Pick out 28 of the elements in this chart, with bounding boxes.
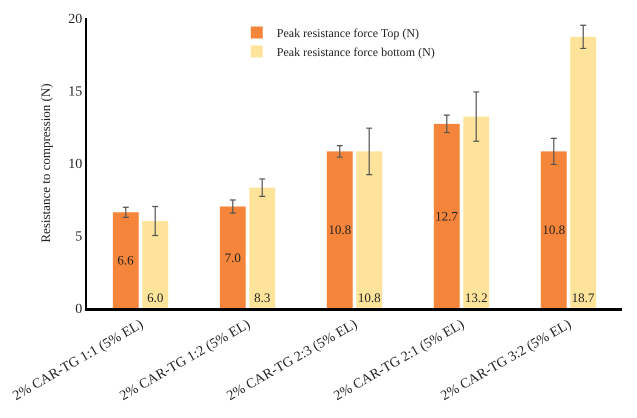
y-tick-label: 10 <box>68 156 82 172</box>
data-label: 7.0 <box>224 250 241 265</box>
data-label: 10.8 <box>328 222 352 238</box>
data-label: 18.7 <box>572 290 595 305</box>
data-label: 6.0 <box>147 290 164 305</box>
bar <box>463 116 490 308</box>
bar <box>570 36 596 308</box>
bar <box>434 124 460 308</box>
data-label: 6.6 <box>117 252 134 268</box>
legend-label: Peak resistance force Top (N) <box>276 26 420 40</box>
bar <box>356 151 382 308</box>
bar <box>540 151 567 308</box>
bar <box>142 221 168 308</box>
legend-label: Peak resistance force bottom (N) <box>276 45 435 60</box>
y-tick-label: 15 <box>68 84 82 100</box>
y-tick-label: 0 <box>75 302 82 317</box>
bar <box>249 188 276 308</box>
bar <box>112 212 139 308</box>
data-label: 12.7 <box>435 208 458 224</box>
data-label: 8.3 <box>254 290 270 305</box>
data-label: 13.2 <box>464 290 488 305</box>
data-label: 10.8 <box>358 290 381 305</box>
y-axis-title: Resistance to compression (N) <box>38 83 53 243</box>
y-tick-label: 5 <box>75 229 82 244</box>
bar <box>326 151 353 308</box>
data-label: 10.8 <box>542 222 566 238</box>
y-tick-label: 20 <box>68 12 82 27</box>
bar <box>220 206 246 308</box>
